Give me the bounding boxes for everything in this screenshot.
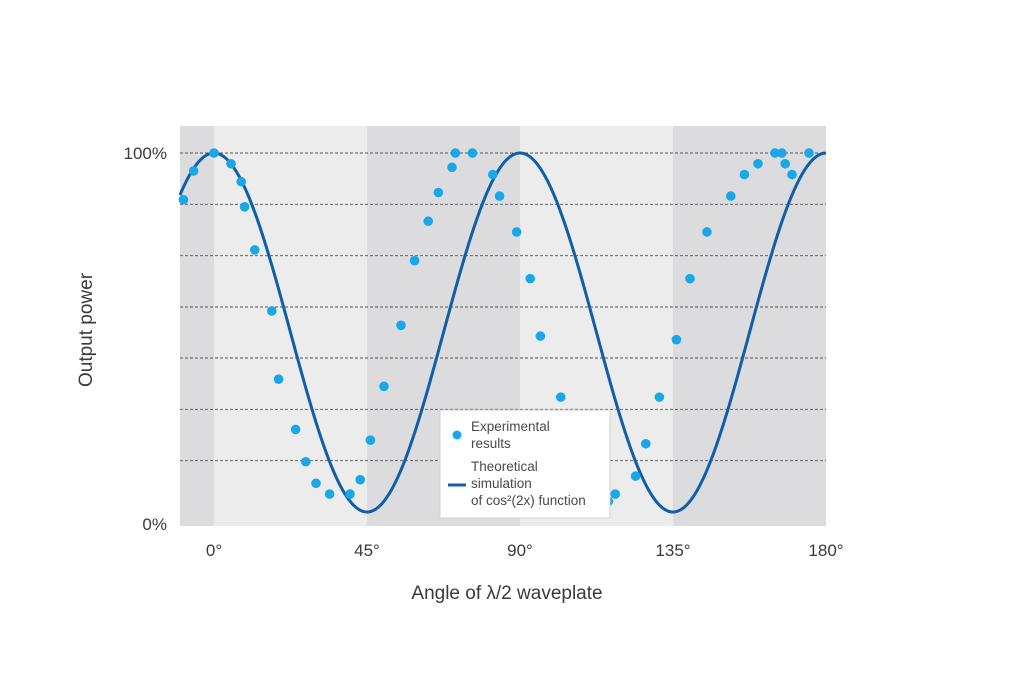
data-point [188,166,199,176]
background-band-2 [673,126,826,526]
data-point [379,381,389,392]
data-point [488,169,498,180]
data-point [787,169,797,180]
data-point [290,424,301,435]
legend-box [439,409,611,519]
x-tick-label: 90° [507,541,533,560]
data-point [311,478,321,489]
data-point [753,158,763,169]
data-point [641,438,651,449]
data-point [702,227,712,237]
background-band-0 [180,126,214,526]
data-point [511,227,522,237]
data-point [250,245,260,255]
data-point [209,148,219,158]
data-point [450,148,461,158]
data-point [556,392,566,402]
y-tick-label: 0% [142,515,167,534]
data-point [535,331,546,341]
data-point [780,158,790,169]
data-point [777,148,787,158]
legend-label-theoretical-1: Theoretical [471,459,538,474]
legend-label-experimental-2: results [471,436,511,451]
x-tick-label: 180° [808,541,843,560]
y-tick-labels: 0% 100% [124,144,167,534]
legend: Experimental results Theoretical simulat… [439,409,611,519]
data-point [610,489,620,499]
data-point [494,191,505,201]
data-point [654,392,665,402]
legend-label-theoretical-3: of cos²(2x) function [471,493,586,508]
data-point [726,191,736,201]
data-point [365,435,376,446]
y-tick-label: 100% [124,144,167,163]
legend-label-theoretical-2: simulation [471,476,532,491]
data-point [355,474,366,485]
data-point [671,334,682,345]
x-tick-label: 45° [354,541,380,560]
data-point [409,255,420,266]
data-point [236,176,246,187]
data-point [467,148,478,158]
x-tick-label: 135° [655,541,690,560]
legend-marker-experimental [452,430,462,440]
data-point [324,489,335,499]
data-point [423,216,434,227]
data-point [433,187,444,198]
data-point [685,273,695,284]
theoretical-curve [178,151,827,514]
legend-label-experimental-1: Experimental [471,419,550,434]
data-point [345,489,355,499]
data-point [804,148,814,158]
data-point [447,162,457,173]
data-point [739,169,750,180]
data-point [301,456,311,467]
data-point [239,202,250,212]
data-point [630,471,641,481]
data-point [770,148,780,158]
data-point [396,320,406,331]
data-point [273,374,284,384]
y-axis-title: Output power [76,272,97,387]
data-point [178,194,189,205]
data-point [267,306,277,316]
data-point [525,273,535,284]
x-axis-title: Angle of λ/2 waveplate [411,583,602,604]
x-tick-labels: 0° 45° 90° 135° 180° [206,541,844,560]
data-point [226,158,236,169]
x-tick-label: 0° [206,541,222,560]
